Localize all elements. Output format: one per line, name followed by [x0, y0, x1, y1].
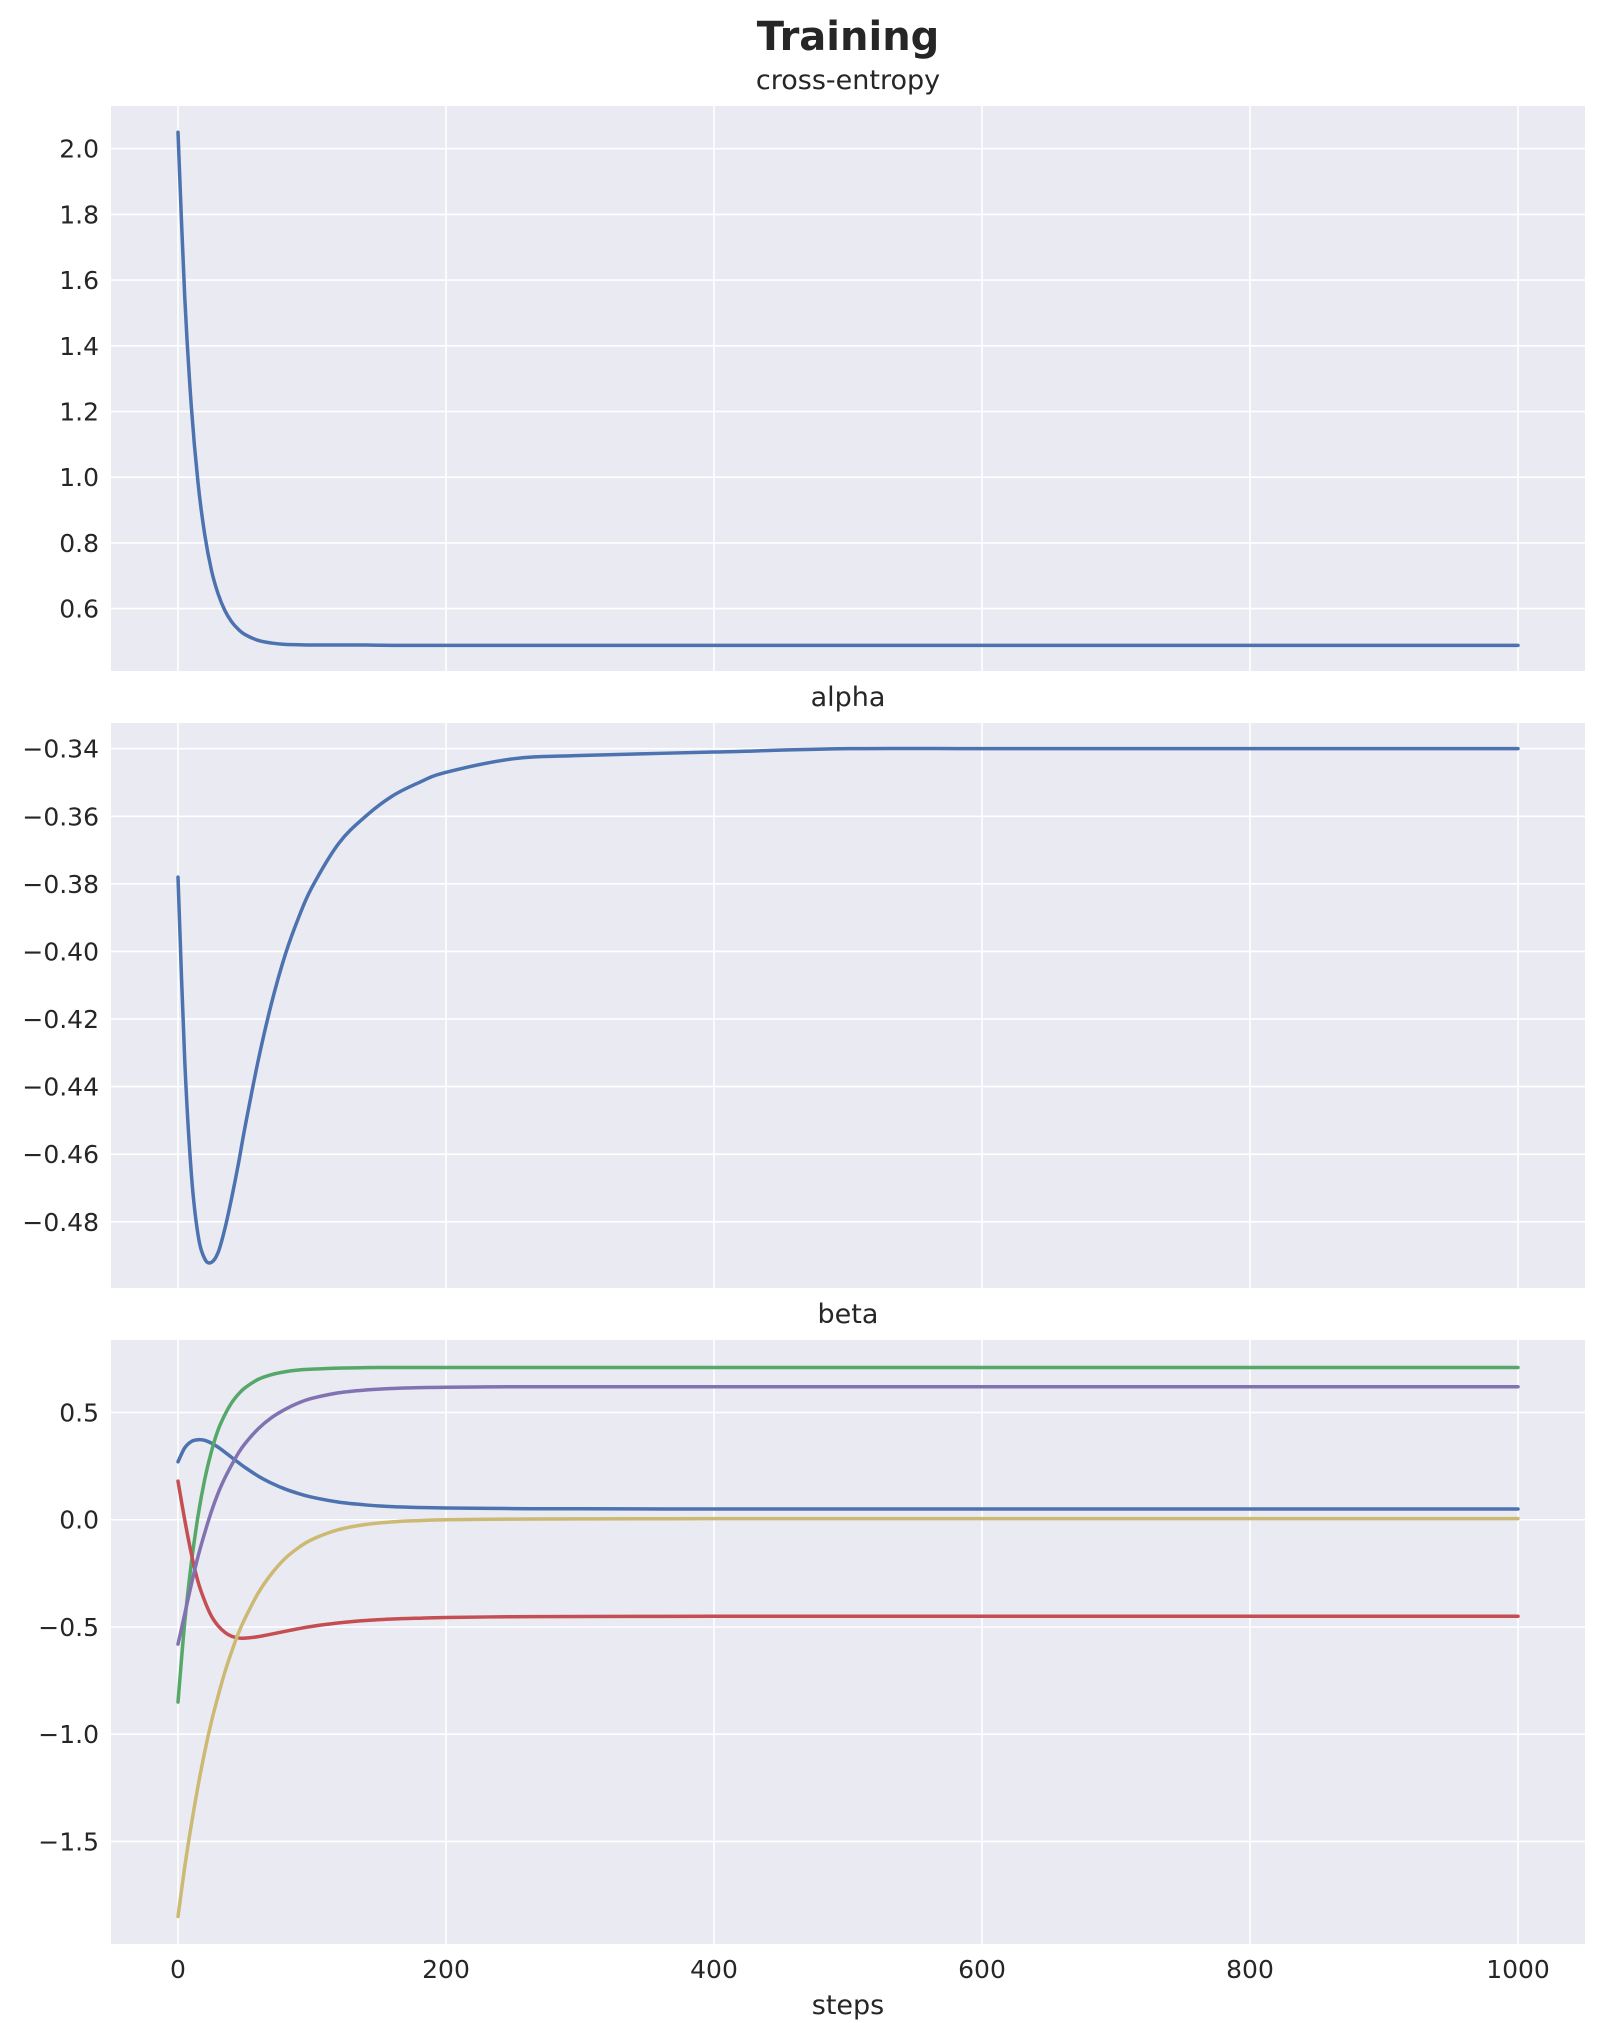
- y-tick-label: −0.40: [22, 937, 99, 966]
- x-tick-label: 0: [170, 1955, 186, 1984]
- y-tick-label: −0.38: [22, 870, 99, 899]
- series-line-series-2: [176, 1479, 1520, 1640]
- series-line-alpha: [176, 746, 1520, 1265]
- x-tick-label: 800: [1226, 1955, 1274, 1984]
- series-line-series-3: [176, 1384, 1520, 1646]
- x-tick-label: 600: [958, 1955, 1006, 1984]
- y-tick-label: −1.0: [38, 1720, 99, 1749]
- plot-background: [111, 1340, 1585, 1944]
- alpha-plot: −0.48 −0.46 −0.44 −0.42 −0.40 −0.38 −0.36 −0.34: [22, 723, 1585, 1288]
- subplot-cross-entropy: cross-entropy 0.6 0.8 1.0 1.2 1.4 1.6 1.8 2.0: [0, 62, 1623, 679]
- plot-background: [111, 106, 1585, 671]
- y-tick-label: −0.34: [22, 735, 99, 764]
- y-tick-label: −0.46: [22, 1140, 99, 1169]
- y-tick-label: 0.6: [59, 595, 99, 624]
- y-tick-label: 0.8: [59, 529, 99, 558]
- series-line-series-1: [176, 1365, 1520, 1704]
- x-axis-label: steps: [811, 1990, 885, 2021]
- y-tick-label: 1.8: [59, 200, 99, 229]
- plot-background: [111, 723, 1585, 1288]
- subplot-title-cross-entropy: cross-entropy: [755, 65, 941, 96]
- y-tick-label: −0.5: [38, 1613, 99, 1642]
- y-tick-label: −0.44: [22, 1073, 99, 1102]
- x-tick-label: 1000: [1486, 1955, 1550, 1984]
- y-tick-label: 1.0: [59, 463, 99, 492]
- y-tick-label: 1.2: [59, 397, 99, 426]
- subplot-alpha: alpha −0.48 −0.46 −0.44 −0.42 −0.40 −0.38 −0.3…: [0, 679, 1623, 1296]
- y-tick-label: −0.48: [22, 1208, 99, 1237]
- y-tick-label: −0.36: [22, 802, 99, 831]
- figure-title: Training: [756, 14, 940, 60]
- y-tick-label: 2.0: [59, 135, 99, 164]
- subplot-beta: beta −1.5 −1.0 −0.5 0.0 0.5 0 200 400 600 800 1000: [0, 1296, 1623, 1992]
- y-tick-label: 0.0: [59, 1506, 99, 1535]
- x-tick-label: 200: [422, 1955, 470, 1984]
- x-tick-label: 400: [690, 1955, 738, 1984]
- subplot-title-beta: beta: [817, 1299, 879, 1330]
- y-tick-label: −1.5: [38, 1827, 99, 1856]
- cross-entropy-plot: 0.6 0.8 1.0 1.2 1.4 1.6 1.8 2.0: [59, 106, 1585, 671]
- y-tick-label: −0.42: [22, 1005, 99, 1034]
- series-line-cross-entropy: [176, 130, 1520, 648]
- subplot-title-alpha: alpha: [810, 682, 886, 713]
- y-tick-label: 0.5: [59, 1399, 99, 1428]
- y-tick-label: 1.4: [59, 332, 99, 361]
- y-tick-label: 1.6: [59, 266, 99, 295]
- series-line-series-4: [176, 1516, 1520, 1919]
- beta-plot: −1.5 −1.0 −0.5 0.0 0.5 0 200 400 600 800 1000: [38, 1340, 1585, 1984]
